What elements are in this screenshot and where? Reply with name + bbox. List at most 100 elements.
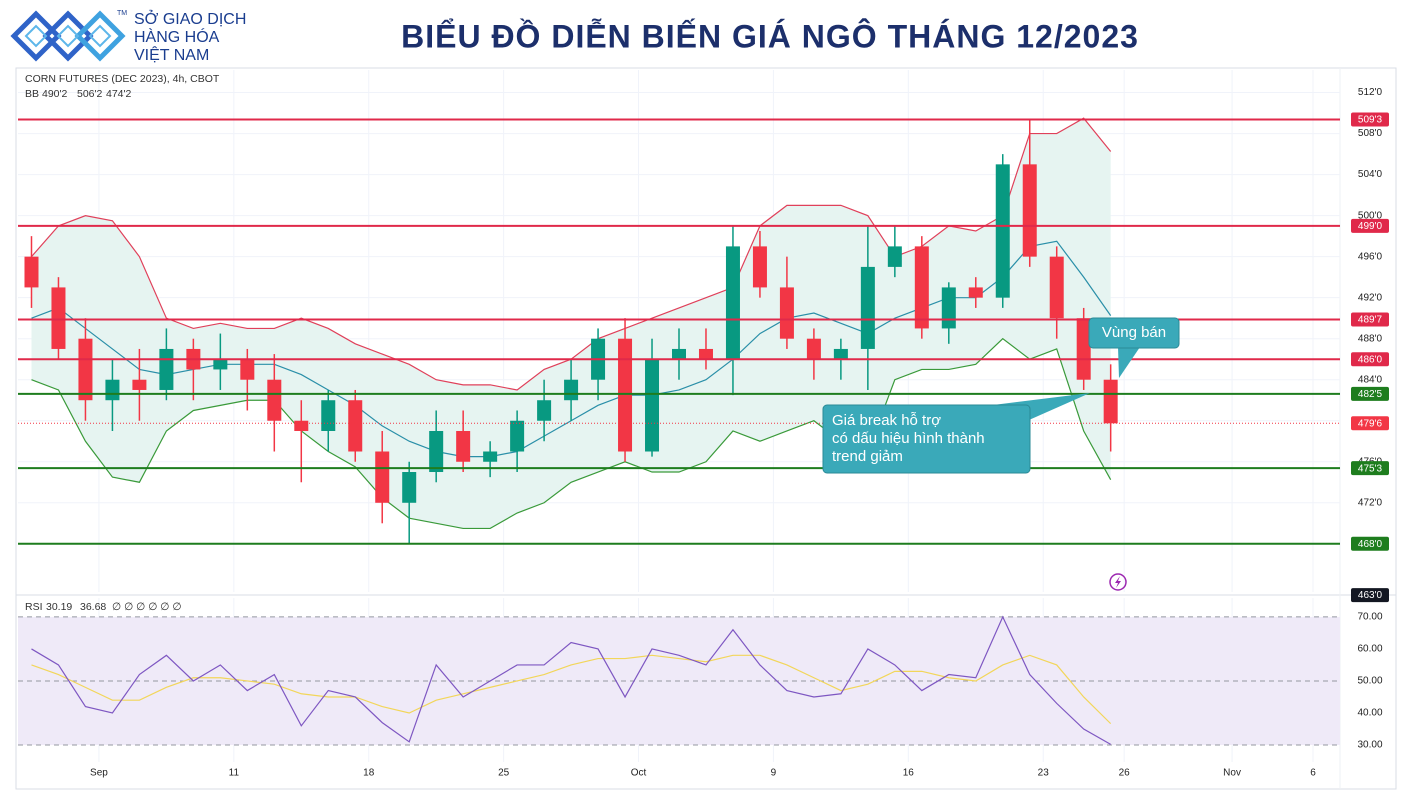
indicator-value: 474'2: [106, 88, 132, 100]
annotation-box: [822, 404, 1031, 474]
annotation-text: trend giảm: [832, 448, 903, 465]
annotation-text: có dấu hiệu hình thành: [832, 430, 985, 447]
candle-body: [213, 359, 228, 370]
y-tick-label: 60.00: [1357, 644, 1382, 655]
indicator-name: BB: [25, 88, 39, 100]
candle-body: [429, 430, 444, 473]
rsi-icons: ∅ ∅ ∅ ∅ ∅ ∅: [112, 601, 181, 613]
y-tick-label: 508'0: [1358, 128, 1383, 139]
logo-text: VIỆT NAM: [134, 45, 209, 64]
level-label-box: [1351, 536, 1389, 551]
rsi-line: [31, 615, 1111, 745]
candle-body: [321, 400, 336, 431]
level-label-box: [1351, 461, 1389, 476]
candle-body: [1076, 318, 1091, 380]
candle-body: [725, 246, 740, 360]
candle-body: [267, 379, 282, 421]
annotation: Giá break hỗ trợ có dấu hiệu hình thành …: [822, 393, 1090, 474]
level-label: 499'0: [1358, 221, 1383, 232]
annotation-text: Vùng bán: [1102, 324, 1166, 341]
x-tick-label: 23: [1038, 768, 1050, 779]
candle-body: [968, 287, 983, 298]
candle-body: [348, 400, 363, 452]
y-tick-label: 472'0: [1358, 497, 1383, 508]
chart-header: CORN FUTURES (DEC 2023), 4h, CBOT: [25, 73, 220, 85]
level-label: 475'3: [1358, 463, 1383, 474]
level-label-box: [1351, 352, 1389, 367]
candle-body: [779, 287, 794, 339]
candle-body: [564, 379, 579, 401]
x-tick-label: 9: [771, 768, 777, 779]
candle-body: [995, 164, 1010, 298]
indicator-value: 506'2: [77, 88, 103, 100]
candle-body: [941, 287, 956, 329]
candle-body: [1022, 164, 1037, 257]
x-tick-label: 6: [1310, 768, 1316, 779]
level-label: 489'7: [1358, 315, 1383, 326]
candle-body: [1049, 256, 1064, 319]
y-tick-label: 488'0: [1358, 333, 1383, 344]
candle-body: [860, 266, 875, 349]
rsi-line: [31, 654, 1112, 725]
level-label-box: [1351, 112, 1389, 127]
axes: Sep111825Oct9162326Nov6472'0476'0480'048…: [90, 87, 1389, 779]
y-tick-label: 484'0: [1358, 374, 1383, 385]
indicator-value: 490'2: [42, 88, 68, 100]
candle-body: [132, 379, 147, 390]
rsi-header: RSI: [25, 601, 43, 613]
candle-body: [78, 338, 93, 401]
candle-body: [294, 420, 309, 431]
rsi-panel: [18, 598, 1340, 762]
rsi-value: 36.68: [80, 601, 106, 613]
x-tick-label: 25: [498, 768, 510, 779]
candle-body: [240, 359, 255, 380]
candle-body: [672, 348, 686, 360]
candle-body: [483, 451, 498, 462]
candle-body: [402, 472, 417, 503]
x-tick-label: 16: [903, 768, 915, 779]
rsi-value: 30.19: [46, 601, 72, 613]
y-tick-label: 492'0: [1358, 292, 1383, 303]
level-label-box: [1351, 218, 1389, 233]
candle-body: [887, 246, 902, 267]
candle-body: [24, 256, 39, 288]
y-tick-label: 40.00: [1357, 708, 1382, 719]
candle-body: [51, 287, 66, 349]
candle-body: [618, 338, 633, 452]
logo: [10, 10, 126, 62]
annotation-box: [1088, 317, 1180, 349]
candle-body: [1103, 379, 1118, 424]
alert-icon: [1109, 573, 1127, 591]
x-tick-label: Nov: [1223, 768, 1241, 779]
x-tick-label: 11: [229, 768, 240, 779]
candle-body: [159, 348, 174, 390]
x-tick-label: 26: [1119, 768, 1131, 779]
candle-body: [833, 348, 848, 360]
logo-text: HÀNG HÓA: [134, 27, 220, 46]
level-label: 463'0: [1358, 590, 1383, 601]
annotation-pointer: [1118, 347, 1140, 378]
y-tick-label: 500'0: [1358, 210, 1383, 221]
y-tick-label: 50.00: [1357, 676, 1382, 687]
x-tick-label: Sep: [90, 768, 108, 779]
candle-body: [698, 348, 713, 360]
candle-body: [537, 400, 552, 421]
candle-body: [375, 451, 390, 503]
candle-body: [752, 246, 767, 288]
candle-body: [510, 420, 525, 452]
level-label: 468'0: [1358, 539, 1383, 550]
level-label-box: [1351, 588, 1389, 603]
level-label-box: [1351, 416, 1389, 431]
candle-body: [914, 246, 929, 329]
level-label-box: [1351, 386, 1389, 401]
logo-text: SỞ GIAO DỊCH: [134, 9, 246, 28]
annotation-text: Giá break hỗ trợ: [832, 412, 941, 429]
level-label: 482'5: [1358, 389, 1383, 400]
candle-body: [105, 379, 120, 401]
level-label: 486'0: [1358, 354, 1383, 365]
x-tick-label: Oct: [631, 768, 647, 779]
candle-body: [645, 359, 660, 452]
candle-body: [456, 430, 471, 462]
band-line: [31, 337, 1112, 530]
